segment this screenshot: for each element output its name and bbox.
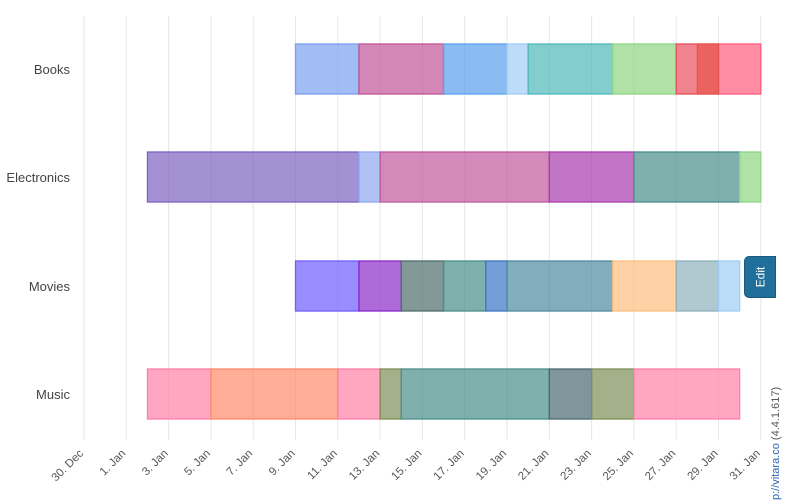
x-tick-label: 9. Jan (267, 448, 298, 479)
bar-segment[interactable] (506, 43, 529, 95)
bar-segment[interactable] (675, 260, 720, 312)
bar-segment[interactable] (739, 151, 762, 203)
bar-segment[interactable] (210, 368, 339, 420)
x-tick-label: 25. Jan (601, 448, 636, 483)
bar-segment[interactable] (506, 260, 614, 312)
bar-segment[interactable] (442, 43, 508, 95)
bar-segment[interactable] (485, 260, 508, 312)
bar-segment[interactable] (633, 368, 741, 420)
x-tick-label: 19. Jan (474, 448, 509, 483)
x-axis-tick-labels: 30. Dec 1. Jan 3. Jan 5. Jan 7. Jan 9. Jan 11.… (50, 447, 763, 484)
credit-text: p://vitara.co (4.4.1.617) (770, 387, 782, 500)
bar-segment[interactable] (717, 43, 762, 95)
x-tick-label: 3. Jan (140, 448, 171, 479)
category-label: Electronics (6, 170, 70, 185)
category-label: Music (36, 387, 70, 402)
bar-segment[interactable] (633, 151, 741, 203)
bar-segment[interactable] (294, 260, 360, 312)
bar-segment[interactable] (612, 43, 677, 95)
x-tick-label: 15. Jan (389, 448, 424, 483)
x-tick-label: 21. Jan (516, 448, 551, 483)
category-label: Books (34, 62, 71, 77)
x-tick-label: 5. Jan (182, 448, 213, 479)
edit-button[interactable]: Edit (744, 256, 776, 298)
bar-segments (146, 43, 762, 420)
credit-link[interactable]: p://vitara.co (770, 443, 782, 500)
bar-segment[interactable] (696, 43, 720, 95)
bar-segment[interactable] (612, 260, 677, 312)
x-tick-label: 30. Dec (50, 447, 87, 484)
x-tick-label: 17. Jan (432, 448, 467, 483)
category-labels: Books Electronics Movies Music (6, 62, 70, 402)
bar-segment[interactable] (358, 260, 402, 312)
bar-segment[interactable] (527, 43, 614, 95)
x-tick-label: 7. Jan (225, 448, 256, 479)
category-label: Movies (29, 279, 71, 294)
x-tick-label: 1. Jan (98, 448, 129, 479)
x-tick-label: 29. Jan (685, 448, 720, 483)
bar-segment[interactable] (379, 368, 402, 420)
bar-segment[interactable] (548, 368, 593, 420)
bar-segment[interactable] (379, 151, 550, 203)
x-tick-label: 27. Jan (643, 448, 678, 483)
bar-segment[interactable] (358, 151, 381, 203)
x-tick-label: 11. Jan (305, 448, 340, 483)
x-tick-label: 31. Jan (728, 448, 763, 483)
bar-segment[interactable] (590, 368, 635, 420)
bar-segment[interactable] (294, 43, 360, 95)
bar-segment[interactable] (146, 368, 212, 420)
bar-segment[interactable] (146, 151, 360, 203)
credit-version: (4.4.1.617) (770, 386, 782, 441)
bar-segment[interactable] (717, 260, 741, 312)
x-tick-label: 23. Jan (559, 448, 594, 483)
bar-segment[interactable] (400, 260, 445, 312)
bar-segment[interactable] (337, 368, 381, 420)
bar-segment[interactable] (548, 151, 635, 203)
edit-button-label: Edit (753, 266, 767, 288)
bar-segment[interactable] (442, 260, 487, 312)
bar-segment[interactable] (358, 43, 445, 95)
x-tick-label: 13. Jan (347, 448, 382, 483)
bar-segment[interactable] (400, 368, 550, 420)
